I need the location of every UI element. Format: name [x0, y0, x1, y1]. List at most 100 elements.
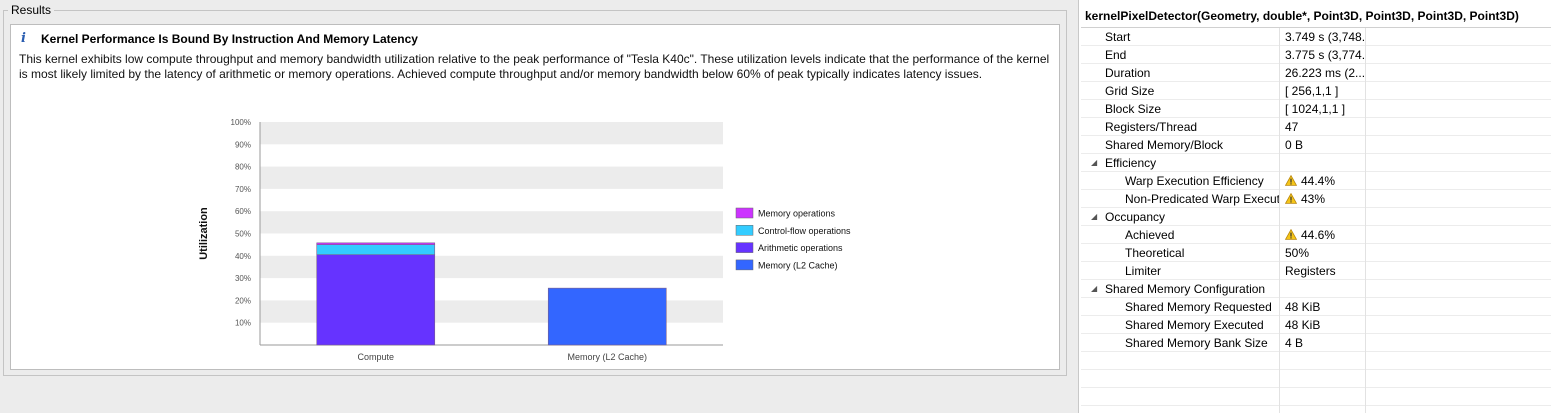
property-value-cell: 50% — [1281, 244, 1366, 262]
grid-top-border — [1081, 27, 1551, 28]
bar-segment — [547, 287, 667, 346]
property-row[interactable] — [1081, 370, 1551, 388]
expanded-triangle-icon[interactable]: ◢ — [1091, 284, 1098, 293]
property-label: End — [1105, 48, 1127, 62]
property-row[interactable]: Shared Memory Bank Size 4 B — [1081, 334, 1551, 352]
property-value-cell — [1281, 406, 1366, 413]
property-value-cell: [ 1024,1,1 ] — [1281, 100, 1366, 118]
expanded-triangle-icon[interactable]: ◢ — [1091, 158, 1098, 167]
property-name-cell: ◢ Efficiency — [1081, 154, 1280, 172]
bar-segment — [316, 244, 436, 255]
property-label: Start — [1105, 30, 1131, 44]
property-name-cell: Achieved — [1081, 226, 1280, 244]
property-label: Shared Memory Requested — [1125, 300, 1272, 314]
property-value: [ 256,1,1 ] — [1285, 84, 1339, 98]
property-row[interactable]: Theoretical 50% — [1081, 244, 1551, 262]
kernel-signature-title: kernelPixelDetector(Geometry, double*, P… — [1085, 9, 1519, 23]
property-name-cell: Shared Memory/Block — [1081, 136, 1280, 154]
property-value-cell — [1281, 370, 1366, 388]
property-row[interactable]: Block Size [ 1024,1,1 ] — [1081, 100, 1551, 118]
property-value: 43% — [1301, 192, 1326, 206]
property-row[interactable]: Shared Memory Executed 48 KiB — [1081, 316, 1551, 334]
property-row[interactable]: Start 3.749 s (3,748... — [1081, 28, 1551, 46]
property-row[interactable]: Limiter Registers — [1081, 262, 1551, 280]
analysis-result-card: i Kernel Performance Is Bound By Instruc… — [10, 24, 1060, 370]
grid-band — [260, 211, 723, 234]
card-header: i Kernel Performance Is Bound By Instruc… — [21, 31, 418, 46]
property-value-cell: 3.775 s (3,774... — [1281, 46, 1366, 64]
y-tick-label: 30% — [235, 274, 251, 283]
property-value-cell: 48 KiB — [1281, 298, 1366, 316]
property-row[interactable]: Duration 26.223 ms (2... — [1081, 64, 1551, 82]
property-value-cell: 26.223 ms (2... — [1281, 64, 1366, 82]
property-value: 0 B — [1285, 138, 1304, 152]
property-row[interactable]: Non-Predicated Warp Executi 43% — [1081, 190, 1551, 208]
property-name-cell: End — [1081, 46, 1280, 64]
property-name-cell: ◢ Shared Memory Configuration — [1081, 280, 1280, 298]
property-name-cell — [1081, 388, 1280, 406]
property-name-cell: Theoretical — [1081, 244, 1280, 262]
property-name-cell: Duration — [1081, 64, 1280, 82]
property-value-cell: 4 B — [1281, 334, 1366, 352]
property-row[interactable]: Registers/Thread 47 — [1081, 118, 1551, 136]
y-tick-label: 80% — [235, 163, 251, 172]
card-title: Kernel Performance Is Bound By Instructi… — [41, 31, 418, 46]
grid-band — [260, 166, 723, 189]
legend-swatch — [735, 225, 754, 236]
property-value: 48 KiB — [1285, 318, 1321, 332]
property-label: Theoretical — [1125, 246, 1185, 260]
property-row[interactable]: Shared Memory Requested 48 KiB — [1081, 298, 1551, 316]
property-value-cell: 44.4% — [1281, 172, 1366, 190]
property-name-cell: Shared Memory Requested — [1081, 298, 1280, 316]
y-tick-label: 10% — [235, 319, 251, 328]
warning-icon — [1285, 193, 1297, 204]
property-name-cell: Grid Size — [1081, 82, 1280, 100]
property-value-cell: Registers — [1281, 262, 1366, 280]
property-name-cell: Start — [1081, 28, 1280, 46]
property-label: Efficiency — [1105, 156, 1157, 170]
property-value: 44.4% — [1301, 174, 1336, 188]
property-value-cell — [1281, 352, 1366, 370]
property-section-row[interactable]: ◢ Shared Memory Configuration — [1081, 280, 1551, 298]
property-value-cell — [1281, 280, 1366, 298]
y-tick-label: 70% — [235, 185, 251, 194]
card-description: This kernel exhibits low compute through… — [19, 52, 1050, 81]
property-label: Limiter — [1125, 264, 1162, 278]
property-section-row[interactable]: ◢ Occupancy — [1081, 208, 1551, 226]
property-row[interactable]: End 3.775 s (3,774... — [1081, 46, 1551, 64]
bar-segment — [316, 242, 436, 245]
property-row[interactable]: Warp Execution Efficiency 44.4% — [1081, 172, 1551, 190]
property-name-cell: Shared Memory Bank Size — [1081, 334, 1280, 352]
property-label: Occupancy — [1105, 210, 1166, 224]
results-group-title: Results — [8, 3, 55, 17]
property-row[interactable] — [1081, 406, 1551, 413]
property-section-row[interactable]: ◢ Efficiency — [1081, 154, 1551, 172]
property-value-cell: 44.6% — [1281, 226, 1366, 244]
property-value-cell: [ 256,1,1 ] — [1281, 82, 1366, 100]
y-tick-label: 50% — [235, 230, 251, 239]
property-name-cell: Warp Execution Efficiency — [1081, 172, 1280, 190]
property-value: 44.6% — [1301, 228, 1336, 242]
property-row[interactable]: Achieved 44.6% — [1081, 226, 1551, 244]
property-value: 4 B — [1285, 336, 1304, 350]
property-label: Duration — [1105, 66, 1151, 80]
property-name-cell: Limiter — [1081, 262, 1280, 280]
legend-swatch — [735, 207, 754, 219]
property-value: [ 1024,1,1 ] — [1285, 102, 1346, 116]
property-label: Warp Execution Efficiency — [1125, 174, 1264, 188]
expanded-triangle-icon[interactable]: ◢ — [1091, 212, 1098, 221]
legend-label: Arithmetic operations — [758, 243, 843, 253]
property-name-cell — [1081, 406, 1280, 413]
legend-label: Memory operations — [758, 209, 836, 219]
results-panel: Results i Kernel Performance Is Bound By… — [3, 3, 1067, 376]
property-label: Shared Memory Executed — [1125, 318, 1264, 332]
legend-label: Control-flow operations — [758, 226, 851, 236]
property-value: Registers — [1285, 264, 1336, 278]
property-row[interactable] — [1081, 388, 1551, 406]
y-tick-label: 60% — [235, 207, 251, 216]
property-row[interactable]: Shared Memory/Block 0 B — [1081, 136, 1551, 154]
property-name-cell: Shared Memory Executed — [1081, 316, 1280, 334]
warning-icon — [1285, 229, 1297, 240]
property-row[interactable] — [1081, 352, 1551, 370]
property-row[interactable]: Grid Size [ 256,1,1 ] — [1081, 82, 1551, 100]
